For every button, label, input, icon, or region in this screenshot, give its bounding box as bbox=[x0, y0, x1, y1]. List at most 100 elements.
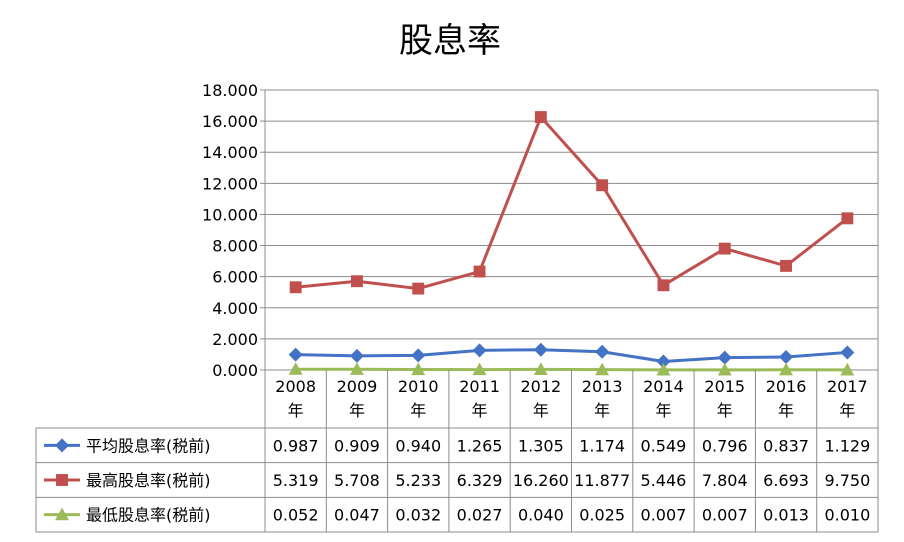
y-axis-ticks: 0.000 2.000 4.000 6.000 8.000 10.000 12.000 14.… bbox=[202, 81, 258, 380]
data-point-2-2 bbox=[411, 362, 426, 376]
series-line-2 bbox=[295, 367, 848, 372]
plot-area-frame bbox=[264, 89, 879, 371]
data-label-0-2: 0.940 bbox=[395, 436, 441, 455]
data-point-1-4 bbox=[534, 111, 547, 124]
legend-key-marker-0 bbox=[55, 438, 69, 453]
series-line-1 bbox=[295, 115, 849, 291]
data-label-1-0: 5.319 bbox=[273, 471, 319, 490]
data-point-2-6 bbox=[656, 362, 671, 376]
data-point-1-9 bbox=[841, 212, 854, 225]
gridlines bbox=[260, 89, 879, 371]
y-tick-label: 18.000 bbox=[202, 81, 258, 100]
category-label-year: 2010 bbox=[398, 377, 439, 396]
data-point-2-0 bbox=[288, 362, 303, 375]
data-point-0-4 bbox=[533, 342, 548, 357]
category-label-suffix: 年 bbox=[410, 401, 426, 420]
category-label-suffix: 年 bbox=[839, 401, 855, 420]
category-label-suffix: 年 bbox=[349, 401, 365, 420]
category-label-suffix: 年 bbox=[778, 401, 794, 420]
legend-key-marker-1 bbox=[56, 474, 68, 486]
data-point-2-1 bbox=[349, 362, 364, 375]
data-point-1-5 bbox=[596, 179, 609, 192]
data-label-0-4: 1.305 bbox=[518, 436, 564, 455]
category-label-year: 2016 bbox=[766, 377, 807, 396]
data-point-0-0 bbox=[288, 347, 303, 362]
data-label-1-2: 5.233 bbox=[395, 471, 441, 490]
data-label-0-6: 0.549 bbox=[641, 436, 687, 455]
data-label-1-8: 6.693 bbox=[763, 471, 809, 490]
data-label-1-1: 5.708 bbox=[334, 471, 380, 490]
data-label-0-8: 0.837 bbox=[763, 436, 809, 455]
data-label-0-7: 0.796 bbox=[702, 436, 748, 455]
data-label-2-8: 0.013 bbox=[763, 506, 809, 525]
legend-key-marker-2 bbox=[55, 507, 69, 521]
data-point-1-3 bbox=[473, 265, 486, 278]
category-label-suffix: 年 bbox=[288, 401, 304, 420]
data-point-1-7 bbox=[718, 242, 731, 255]
data-label-2-5: 0.025 bbox=[579, 506, 625, 525]
y-tick-label: 12.000 bbox=[202, 174, 258, 193]
data-label-2-3: 0.027 bbox=[457, 506, 503, 525]
data-label-1-9: 9.750 bbox=[824, 471, 870, 490]
data-label-1-4: 16.260 bbox=[513, 471, 569, 490]
data-point-2-9 bbox=[840, 362, 855, 376]
y-tick-label: 10.000 bbox=[202, 205, 258, 224]
data-point-0-6 bbox=[656, 354, 671, 369]
data-label-2-1: 0.047 bbox=[334, 506, 380, 525]
data-point-1-8 bbox=[780, 259, 792, 272]
data-label-1-5: 11.877 bbox=[574, 471, 630, 490]
data-label-1-6: 5.446 bbox=[641, 471, 687, 490]
data-label-2-9: 0.010 bbox=[824, 506, 870, 525]
legend-label-1: 最高股息率(税前) bbox=[86, 471, 211, 490]
category-label-year: 2009 bbox=[337, 377, 378, 396]
data-point-0-7 bbox=[717, 350, 732, 365]
data-point-0-3 bbox=[472, 343, 487, 358]
data-point-2-8 bbox=[779, 362, 794, 376]
data-label-1-7: 7.804 bbox=[702, 471, 748, 490]
data-label-0-5: 1.174 bbox=[579, 436, 625, 455]
data-point-1-0 bbox=[289, 281, 302, 294]
data-label-1-3: 6.329 bbox=[457, 471, 503, 490]
data-point-0-9 bbox=[840, 345, 855, 360]
category-label-suffix: 年 bbox=[594, 401, 610, 420]
y-tick-label: 6.000 bbox=[212, 268, 258, 287]
category-label-year: 2008 bbox=[275, 377, 316, 396]
category-label-year: 2013 bbox=[582, 377, 623, 396]
data-label-2-0: 0.052 bbox=[273, 506, 319, 525]
legend-label-2: 最低股息率(税前) bbox=[86, 506, 211, 525]
data-point-2-3 bbox=[472, 362, 487, 376]
data-point-1-2 bbox=[412, 282, 425, 295]
category-label-suffix: 年 bbox=[655, 401, 671, 420]
data-point-0-2 bbox=[411, 348, 426, 363]
category-label-year: 2015 bbox=[704, 377, 745, 396]
data-point-2-4 bbox=[533, 362, 548, 375]
series-lines bbox=[288, 111, 855, 376]
category-label-year: 2017 bbox=[827, 377, 868, 396]
data-point-0-5 bbox=[595, 344, 610, 359]
y-tick-label: 8.000 bbox=[212, 237, 258, 256]
data-label-0-3: 1.265 bbox=[457, 436, 503, 455]
data-label-2-4: 0.040 bbox=[518, 506, 564, 525]
data-point-2-7 bbox=[717, 362, 732, 376]
data-point-0-8 bbox=[779, 349, 794, 364]
data-label-2-7: 0.007 bbox=[702, 506, 748, 525]
data-table: 2008 年 2009 年 2010 年 2011 年 2012 年 2013 年 2014 年 2015 年… bbox=[35, 370, 879, 533]
data-label-2-2: 0.032 bbox=[395, 506, 441, 525]
chart-title: 股息率 bbox=[399, 21, 501, 61]
data-point-0-1 bbox=[349, 348, 364, 363]
y-tick-label: 2.000 bbox=[212, 330, 258, 349]
category-label-suffix: 年 bbox=[472, 401, 488, 420]
y-tick-label: 4.000 bbox=[212, 299, 258, 318]
series-line-0 bbox=[295, 348, 848, 363]
category-label-suffix: 年 bbox=[717, 401, 733, 420]
data-label-0-0: 0.987 bbox=[273, 436, 319, 455]
data-point-2-5 bbox=[595, 362, 610, 376]
data-point-1-6 bbox=[657, 279, 670, 292]
legend-label-0: 平均股息率(税前) bbox=[86, 436, 211, 455]
y-tick-label: 14.000 bbox=[202, 143, 258, 162]
data-label-0-9: 1.129 bbox=[824, 436, 870, 455]
data-label-2-6: 0.007 bbox=[641, 506, 687, 525]
data-label-0-1: 0.909 bbox=[334, 436, 380, 455]
category-label-year: 2011 bbox=[459, 377, 500, 396]
